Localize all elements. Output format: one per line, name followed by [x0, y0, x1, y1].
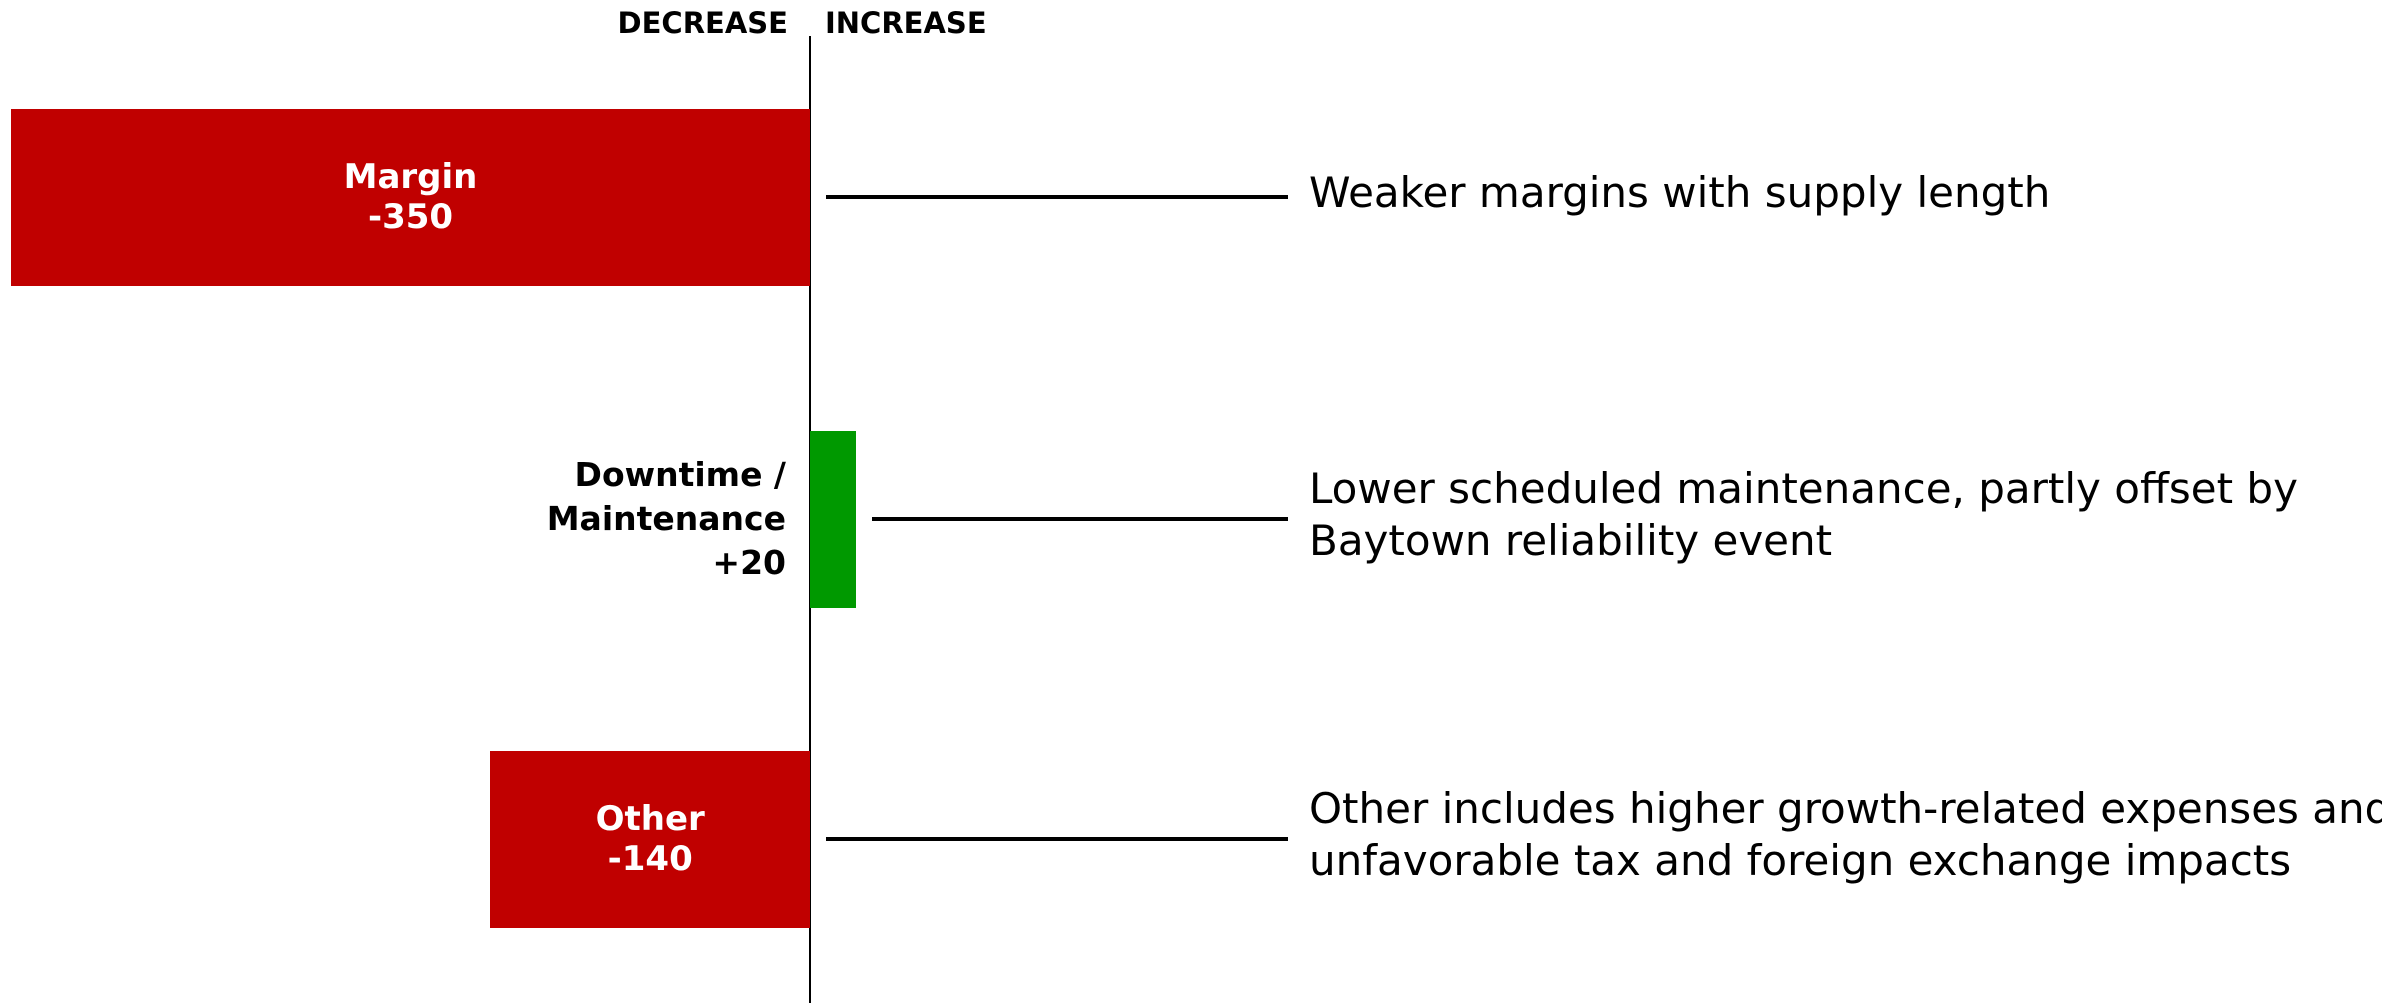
annotation: Lower scheduled maintenance, partly offs… — [1309, 463, 2298, 567]
annotation-line: Other includes higher growth-related exp… — [1309, 784, 2382, 833]
connector-line — [871, 517, 1288, 521]
category-label: Downtime / Maintenance — [546, 455, 786, 538]
value-label: -350 — [367, 197, 454, 237]
header-increase: INCREASE — [825, 6, 987, 40]
bar — [810, 430, 856, 608]
bar-label: Margin -350 — [11, 109, 810, 286]
annotation-line: Lower scheduled maintenance, partly offs… — [1309, 464, 2298, 513]
annotation-line: unfavorable tax and foreign exchange imp… — [1309, 836, 2292, 885]
annotation: Weaker margins with supply length — [1309, 167, 2050, 219]
annotation-line: Baytown reliability event — [1309, 516, 1833, 565]
annotation-line: Weaker margins with supply length — [1309, 168, 2051, 217]
annotation: Other includes higher growth-related exp… — [1309, 783, 2382, 887]
bar — [490, 750, 810, 928]
bar-label: Other -140 — [490, 751, 810, 928]
bar-label: Downtime / Maintenance +20 — [546, 411, 786, 628]
bar — [11, 108, 810, 286]
header-decrease: DECREASE — [617, 6, 788, 40]
value-label: +20 — [712, 543, 786, 582]
category-label: Other — [595, 799, 705, 839]
connector-line — [826, 837, 1288, 841]
category-label: Margin — [343, 157, 478, 197]
connector-line — [826, 195, 1288, 199]
value-label: -140 — [607, 839, 693, 879]
